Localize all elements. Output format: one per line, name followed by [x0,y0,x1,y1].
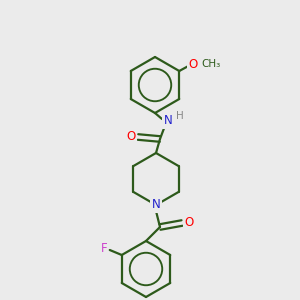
Text: O: O [189,58,198,70]
Text: O: O [126,130,136,143]
Text: H: H [176,111,184,121]
Text: F: F [100,242,107,256]
Text: O: O [184,217,194,230]
Text: CH₃: CH₃ [201,59,220,69]
Text: N: N [152,199,160,212]
Text: N: N [164,115,172,128]
